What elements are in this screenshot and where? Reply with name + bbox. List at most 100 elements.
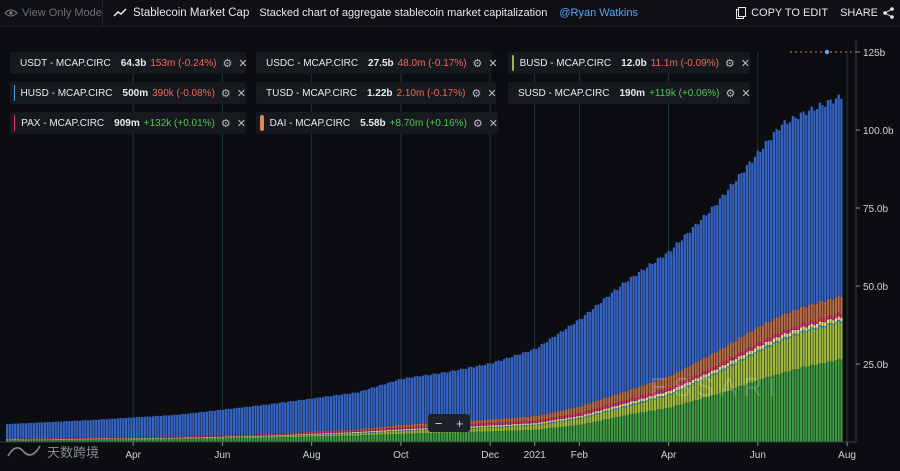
bar-segment xyxy=(603,409,605,411)
bar-segment xyxy=(230,438,232,439)
close-icon[interactable]: ✕ xyxy=(238,57,247,70)
settings-gear-icon[interactable]: ⚙ xyxy=(221,117,231,130)
bar-segment xyxy=(765,322,767,339)
bar-segment xyxy=(400,428,402,430)
bar-segment xyxy=(635,400,637,401)
close-icon[interactable]: ✕ xyxy=(487,87,496,100)
bar-segment xyxy=(311,434,313,435)
bar-segment xyxy=(778,334,780,337)
bar-segment xyxy=(430,433,432,442)
bar-segment xyxy=(279,434,281,435)
bar-segment xyxy=(236,435,238,436)
bar-segment xyxy=(533,421,535,423)
bar-segment xyxy=(322,432,324,433)
bar-segment xyxy=(327,435,329,437)
bar-segment xyxy=(25,423,27,438)
bar-segment xyxy=(713,367,715,370)
bar-segment xyxy=(103,439,105,440)
close-icon[interactable]: ✕ xyxy=(741,87,750,100)
bar-segment xyxy=(740,337,742,352)
settings-gear-icon[interactable]: ⚙ xyxy=(473,117,483,130)
close-icon[interactable]: ✕ xyxy=(237,87,246,100)
copy-to-edit-button[interactable]: COPY TO EDIT xyxy=(736,7,828,19)
close-icon[interactable]: ✕ xyxy=(488,57,497,70)
bar-segment xyxy=(794,335,796,369)
bar-segment xyxy=(597,408,599,410)
bar-segment xyxy=(346,436,348,442)
bar-segment xyxy=(519,426,521,430)
bar-segment xyxy=(543,429,545,442)
zoom-out-button[interactable]: − xyxy=(435,416,443,431)
bar-segment xyxy=(379,431,381,432)
close-icon[interactable]: ✕ xyxy=(489,117,498,130)
bar-segment xyxy=(87,420,89,437)
bar-segment xyxy=(722,369,724,370)
bar-segment xyxy=(179,415,181,437)
bar-segment xyxy=(746,356,748,358)
bar-segment xyxy=(595,305,597,401)
bar-segment xyxy=(76,438,78,439)
bar-segment xyxy=(565,421,567,427)
bar-segment xyxy=(368,389,370,428)
bar-segment xyxy=(168,438,170,439)
bar-segment xyxy=(263,435,265,436)
bar-segment xyxy=(408,378,410,425)
bar-segment xyxy=(576,321,578,407)
settings-gear-icon[interactable]: ⚙ xyxy=(471,87,481,100)
bar-segment xyxy=(276,434,278,435)
bar-segment xyxy=(697,400,699,442)
bar-segment xyxy=(797,334,799,336)
bar-segment xyxy=(268,436,270,437)
share-button[interactable]: SHARE xyxy=(840,7,894,19)
bar-segment xyxy=(257,435,259,436)
bar-segment xyxy=(497,425,499,426)
bar-segment xyxy=(427,433,429,442)
bar-segment xyxy=(597,411,599,413)
settings-gear-icon[interactable]: ⚙ xyxy=(473,57,483,70)
bar-segment xyxy=(732,364,734,366)
bar-segment xyxy=(252,438,254,442)
bar-segment xyxy=(419,427,421,429)
bar-segment xyxy=(600,410,602,412)
settings-gear-icon[interactable]: ⚙ xyxy=(221,87,231,100)
author-link[interactable]: @Ryan Watkins xyxy=(559,7,638,19)
bar-segment xyxy=(400,431,402,434)
bar-segment xyxy=(141,438,143,439)
bar-segment xyxy=(398,425,400,427)
bar-segment xyxy=(495,419,497,423)
bar-segment xyxy=(109,419,111,438)
close-icon[interactable]: ✕ xyxy=(237,117,246,130)
bar-segment xyxy=(719,364,721,367)
bar-segment xyxy=(681,405,683,443)
chart-description: Stacked chart of aggregate stablecoin ma… xyxy=(259,7,547,19)
bar-segment xyxy=(325,396,327,431)
bar-segment xyxy=(730,357,732,360)
bar-segment xyxy=(497,361,499,419)
bar-segment xyxy=(238,436,240,437)
bar-segment xyxy=(794,330,796,334)
legend-swatch xyxy=(512,55,514,71)
bar-segment xyxy=(479,365,481,420)
bar-segment xyxy=(406,424,408,427)
bar-segment xyxy=(638,403,640,413)
bar-segment xyxy=(227,438,229,442)
settings-gear-icon[interactable]: ⚙ xyxy=(725,57,735,70)
bar-segment xyxy=(379,432,381,434)
close-icon[interactable]: ✕ xyxy=(741,57,750,70)
bar-segment xyxy=(319,436,321,442)
settings-gear-icon[interactable]: ⚙ xyxy=(726,87,736,100)
bar-segment xyxy=(362,432,364,433)
bar-segment xyxy=(457,432,459,442)
settings-gear-icon[interactable]: ⚙ xyxy=(222,57,232,70)
zoom-in-button[interactable]: + xyxy=(456,416,464,431)
bar-segment xyxy=(254,437,256,438)
bar-segment xyxy=(638,413,640,442)
